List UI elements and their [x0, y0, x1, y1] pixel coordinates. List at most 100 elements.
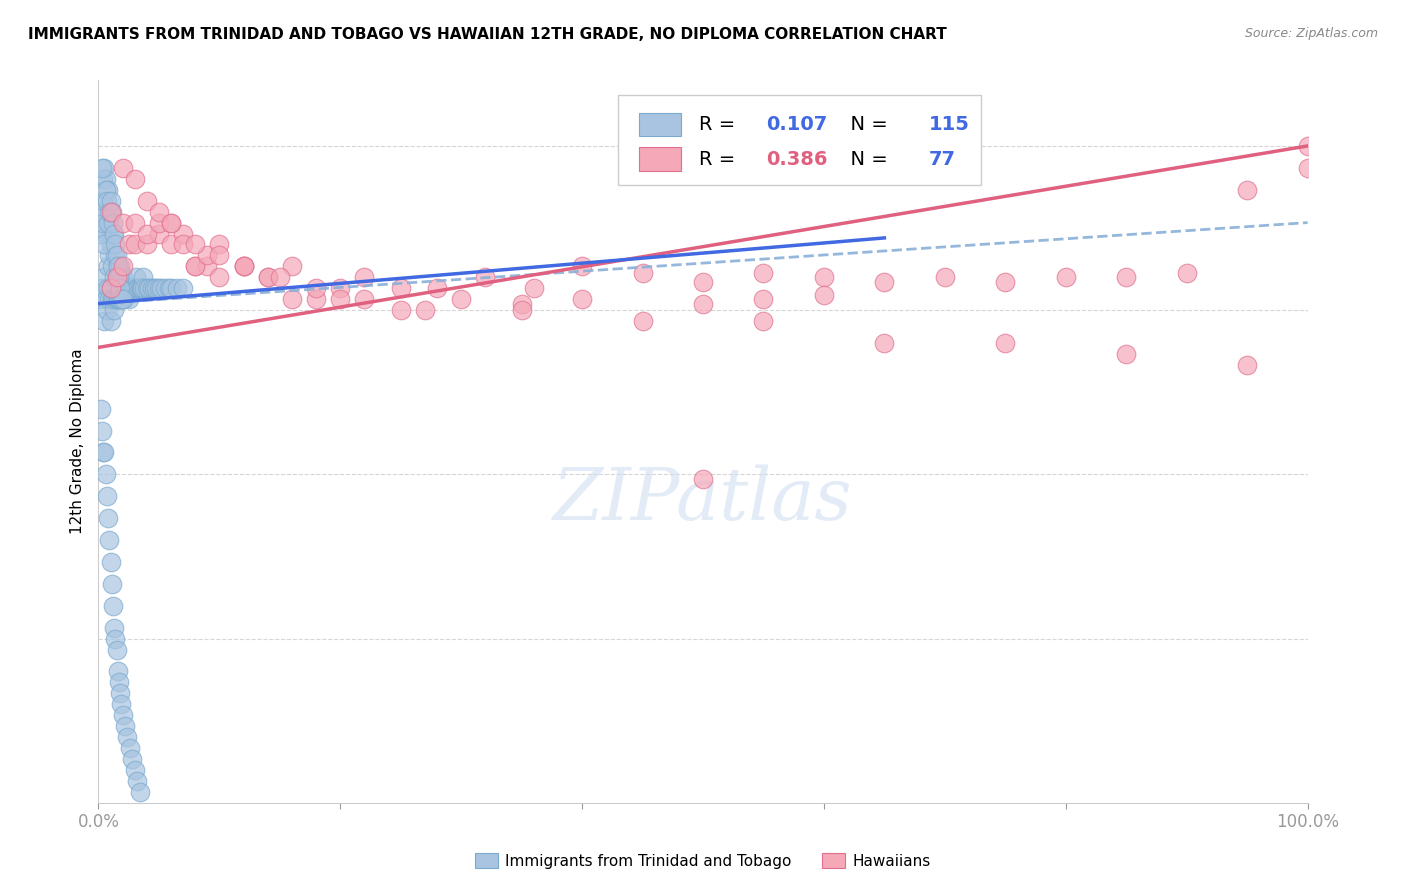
Point [97, 511, 120, 525]
Point [389, 303, 412, 318]
Point [97, 216, 120, 230]
Point [100, 204, 122, 219]
Text: 0.107: 0.107 [766, 115, 827, 134]
Point [118, 281, 141, 295]
Point [120, 281, 142, 295]
Point [96, 489, 118, 503]
Point [413, 303, 436, 318]
Point [160, 216, 183, 230]
Point [125, 270, 148, 285]
Text: Source: ZipAtlas.com: Source: ZipAtlas.com [1244, 27, 1378, 40]
Point [91, 194, 114, 208]
Point [160, 281, 183, 295]
Point [281, 292, 304, 306]
Point [111, 161, 134, 175]
Point [184, 260, 207, 274]
Point [1236, 358, 1258, 372]
Point [128, 281, 150, 295]
Point [110, 266, 132, 280]
Point [127, 281, 149, 295]
Point [692, 275, 714, 289]
Text: N =: N = [838, 115, 894, 134]
Point [112, 292, 135, 306]
Point [143, 281, 166, 295]
Point [135, 237, 157, 252]
Point [1054, 270, 1077, 285]
Point [127, 773, 149, 788]
Point [90, 292, 112, 306]
Point [148, 204, 170, 219]
Point [118, 237, 141, 252]
Point [111, 216, 134, 230]
Bar [638, 147, 682, 170]
Point [91, 161, 114, 175]
Point [1115, 347, 1137, 361]
Point [94, 183, 117, 197]
Point [1296, 161, 1319, 175]
Point [281, 260, 304, 274]
Point [450, 292, 472, 306]
Point [117, 730, 139, 744]
Point [111, 281, 134, 295]
Point [118, 292, 141, 306]
Point [124, 171, 146, 186]
Point [195, 260, 218, 274]
Point [96, 303, 118, 318]
Point [103, 270, 125, 285]
Point [148, 216, 170, 230]
Point [111, 292, 134, 306]
Point [148, 227, 170, 241]
Point [104, 292, 127, 306]
Point [100, 194, 122, 208]
Point [100, 577, 122, 591]
Point [97, 281, 120, 295]
Point [813, 270, 835, 285]
Point [994, 336, 1017, 351]
FancyBboxPatch shape [619, 95, 981, 185]
Point [100, 260, 122, 274]
Point [104, 632, 127, 646]
Point [692, 296, 714, 310]
Point [813, 288, 835, 302]
Point [145, 281, 167, 295]
Point [100, 555, 122, 569]
Point [90, 401, 112, 416]
Point [98, 204, 121, 219]
Point [96, 194, 118, 208]
Point [114, 719, 136, 733]
Point [105, 642, 128, 657]
Point [111, 260, 134, 274]
Point [631, 266, 654, 280]
Point [108, 281, 131, 295]
Point [389, 281, 412, 295]
Point [114, 281, 136, 295]
Legend: Immigrants from Trinidad and Tobago, Hawaiians: Immigrants from Trinidad and Tobago, Haw… [468, 847, 938, 875]
Point [571, 260, 593, 274]
Point [107, 665, 129, 679]
Point [232, 260, 254, 274]
Point [157, 281, 180, 295]
Point [108, 281, 131, 295]
Y-axis label: 12th Grade, No Diploma: 12th Grade, No Diploma [69, 349, 84, 534]
Point [108, 270, 131, 285]
Point [111, 708, 134, 723]
Point [510, 303, 533, 318]
Point [100, 237, 122, 252]
Point [101, 292, 124, 306]
Point [1296, 139, 1319, 153]
Point [94, 171, 117, 186]
Point [91, 171, 114, 186]
Point [105, 248, 128, 262]
Point [172, 281, 194, 295]
Point [93, 445, 115, 459]
Point [98, 292, 121, 306]
Point [141, 281, 163, 295]
Point [148, 281, 170, 295]
Point [752, 292, 775, 306]
Point [208, 270, 231, 285]
Point [172, 227, 194, 241]
Point [94, 467, 117, 482]
Point [135, 194, 157, 208]
Point [121, 281, 143, 295]
Point [117, 281, 139, 295]
